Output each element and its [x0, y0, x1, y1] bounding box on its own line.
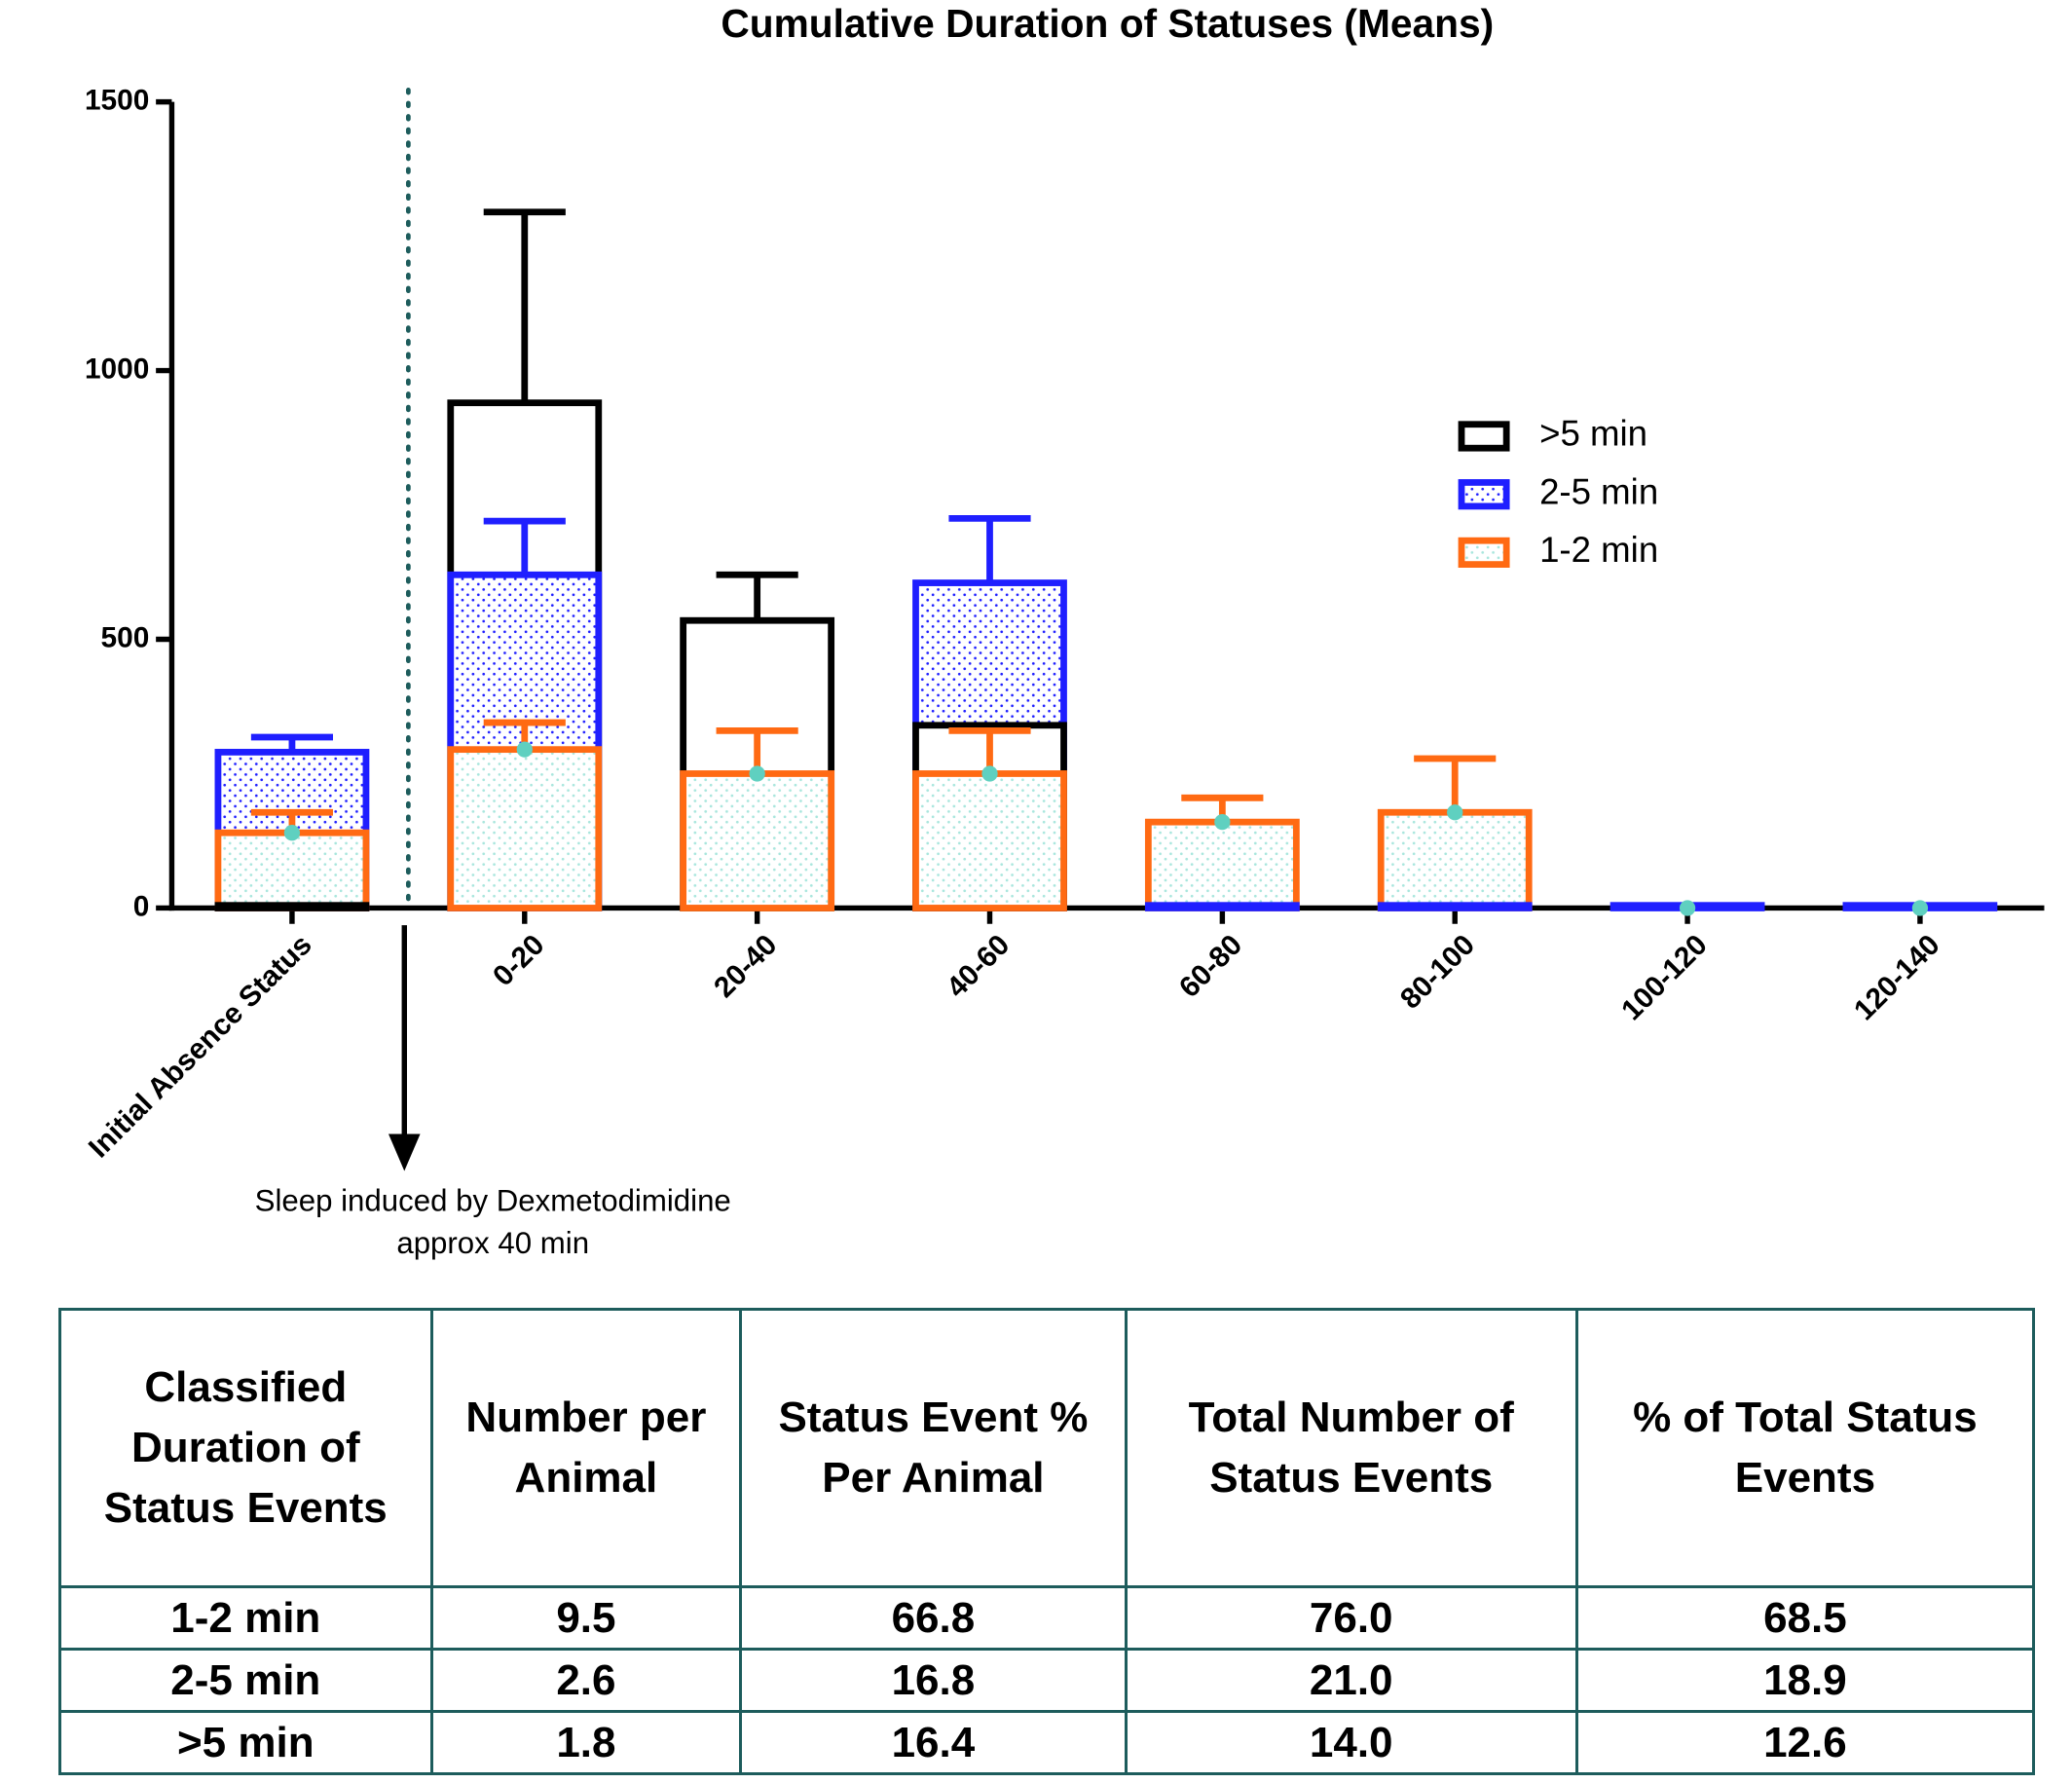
bar: [214, 902, 370, 911]
error-bar: [948, 514, 1031, 583]
mean-marker: [981, 765, 998, 782]
error-bar: [250, 733, 333, 753]
annotation: Sleep induced by Dexmetodimidine: [255, 1183, 731, 1217]
summary-table: Classified Duration of Status Events Numb…: [58, 1308, 2036, 1775]
bar: [1144, 818, 1300, 911]
bar: [1377, 902, 1533, 911]
table-cell: 2.6: [429, 1648, 743, 1713]
bar: [1377, 808, 1533, 911]
table-cell: 66.8: [739, 1585, 1128, 1651]
legend-label: 2-5 min: [1539, 471, 1658, 511]
mean-marker: [1679, 900, 1696, 916]
header-cell: Classified Duration of Status Events: [58, 1308, 433, 1588]
table-row: 1-2 min 9.5 66.8 76.0 68.5: [58, 1585, 2036, 1651]
table-cell: 1-2 min: [58, 1585, 433, 1651]
table-cell: 2-5 min: [58, 1648, 433, 1713]
y-tick-label: 0: [133, 890, 150, 922]
chart-title: Cumulative Duration of Statuses (Means): [721, 1, 1494, 46]
table-cell: 21.0: [1124, 1648, 1578, 1713]
mean-marker: [283, 825, 301, 841]
header-cell: Status Event % Per Animal: [739, 1308, 1128, 1588]
table-row: >5 min 1.8 16.4 14.0 12.6: [58, 1710, 2036, 1775]
x-tick-label: 40-60: [941, 929, 1016, 1004]
legend-label: 1-2 min: [1539, 530, 1658, 570]
y-tick-label: 500: [101, 621, 150, 653]
bar: [214, 829, 370, 911]
mean-marker: [516, 741, 533, 758]
bar: [1144, 902, 1300, 911]
x-tick-label: 120-140: [1848, 929, 1946, 1027]
legend-swatch: [1458, 479, 1510, 510]
legend-swatch: [1458, 421, 1510, 452]
table-cell: 76.0: [1124, 1585, 1578, 1651]
table-cell: 14.0: [1124, 1710, 1578, 1775]
y-tick-label: 1000: [85, 353, 149, 385]
table-row: 2-5 min 2.6 16.8 21.0 18.9: [58, 1648, 2036, 1713]
mean-marker: [1214, 814, 1231, 831]
table-cell: 12.6: [1574, 1710, 2036, 1775]
x-tick-label: 0-20: [487, 929, 551, 993]
header-cell: Number per Animal: [429, 1308, 743, 1588]
mean-marker: [1911, 900, 1929, 916]
x-tick-label: 80-100: [1394, 929, 1481, 1016]
mean-marker: [1447, 804, 1463, 821]
y-tick-label: 1500: [85, 84, 149, 116]
annotation: approx 40 min: [396, 1226, 589, 1260]
x-tick-label: 60-80: [1173, 929, 1248, 1004]
error-bar: [716, 571, 798, 621]
bar: [680, 770, 835, 911]
legend-label: >5 min: [1539, 414, 1647, 454]
x-tick-label: 20-40: [708, 929, 783, 1004]
table-cell: 16.8: [739, 1648, 1128, 1713]
table-cell: 18.9: [1574, 1648, 2036, 1713]
x-tick-label: 100-120: [1615, 929, 1714, 1027]
table-cell: 16.4: [739, 1710, 1128, 1775]
header-cell: % of Total Status Events: [1574, 1308, 2036, 1588]
legend-swatch: [1458, 537, 1510, 569]
x-tick-label: Initial Absence Status: [83, 929, 318, 1165]
table-cell: 68.5: [1574, 1585, 2036, 1651]
error-bar: [483, 208, 566, 403]
bar: [912, 770, 1067, 911]
bar: [447, 746, 603, 911]
table-cell: 9.5: [429, 1585, 743, 1651]
header-cell: Total Number of Status Events: [1124, 1308, 1578, 1588]
table-cell: 1.8: [429, 1710, 743, 1775]
header-row: Classified Duration of Status Events Numb…: [58, 1308, 2036, 1588]
mean-marker: [749, 765, 765, 782]
arrow-head: [388, 1133, 421, 1171]
error-bar: [483, 517, 566, 576]
table-cell: >5 min: [58, 1710, 433, 1775]
error-bar: [1414, 755, 1497, 813]
